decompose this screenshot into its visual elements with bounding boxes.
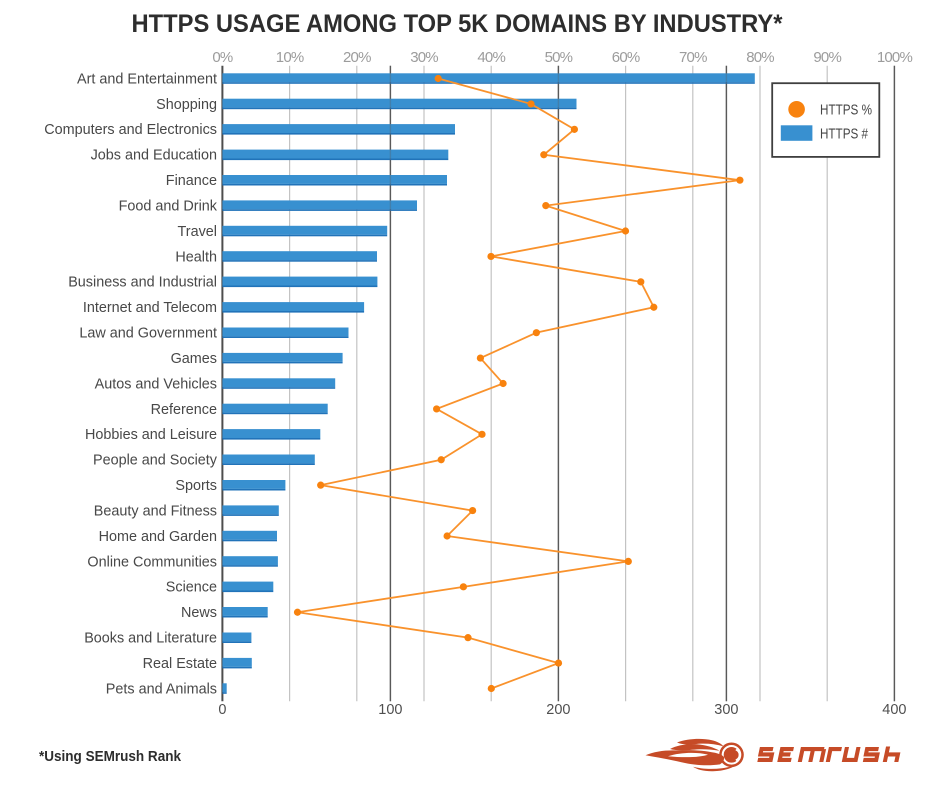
svg-text:Online Communities: Online Communities [87,554,217,570]
svg-text:200: 200 [546,702,570,718]
svg-text:100%: 100% [877,49,913,66]
svg-text:HTTPS #: HTTPS # [820,126,869,143]
svg-text:20%: 20% [343,49,371,66]
svg-text:Art and Entertainment: Art and Entertainment [77,71,217,87]
svg-text:Shopping: Shopping [156,97,217,113]
svg-text:Jobs and Education: Jobs and Education [91,148,217,164]
svg-text:Science: Science [166,580,217,596]
svg-text:10%: 10% [276,49,304,66]
svg-text:Beauty and Fitness: Beauty and Fitness [94,504,217,520]
svg-text:300: 300 [714,702,738,718]
svg-text:Travel: Travel [178,224,217,240]
svg-text:Autos and Vehicles: Autos and Vehicles [95,376,217,392]
svg-text:Pets and Animals: Pets and Animals [106,681,217,697]
svg-text:Food and Drink: Food and Drink [119,199,218,215]
svg-text:100: 100 [378,702,402,718]
svg-text:Computers and Electronics: Computers and Electronics [44,122,217,138]
svg-text:HTTPS %: HTTPS % [820,102,872,119]
svg-text:70%: 70% [679,49,707,66]
svg-text:Law and Government: Law and Government [79,326,217,342]
svg-text:40%: 40% [477,49,505,66]
svg-text:0: 0 [218,702,226,718]
svg-text:HTTPS USAGE AMONG TOP 5K DOMAI: HTTPS USAGE AMONG TOP 5K DOMAINS BY INDU… [132,10,783,38]
svg-text:Hobbies and Leisure: Hobbies and Leisure [85,427,217,443]
svg-text:60%: 60% [612,49,640,66]
svg-text:Sports: Sports [175,478,217,494]
svg-text:80%: 80% [746,49,774,66]
svg-text:Real Estate: Real Estate [143,656,217,672]
svg-text:Internet and Telecom: Internet and Telecom [83,300,217,316]
svg-text:0%: 0% [212,49,233,66]
svg-text:News: News [181,605,217,621]
svg-text:Games: Games [171,351,217,367]
svg-text:People and Society: People and Society [93,453,218,469]
svg-text:Finance: Finance [166,173,217,189]
svg-text:400: 400 [882,702,906,718]
svg-text:*Using SEMrush Rank: *Using SEMrush Rank [39,748,182,765]
svg-text:Business and Industrial: Business and Industrial [68,275,217,291]
svg-text:Books and Literature: Books and Literature [84,631,217,647]
svg-text:Home and Garden: Home and Garden [99,529,217,545]
svg-text:90%: 90% [813,49,841,66]
svg-text:30%: 30% [410,49,438,66]
svg-text:50%: 50% [545,49,573,66]
svg-text:Reference: Reference [151,402,217,418]
svg-text:Health: Health [175,249,217,265]
